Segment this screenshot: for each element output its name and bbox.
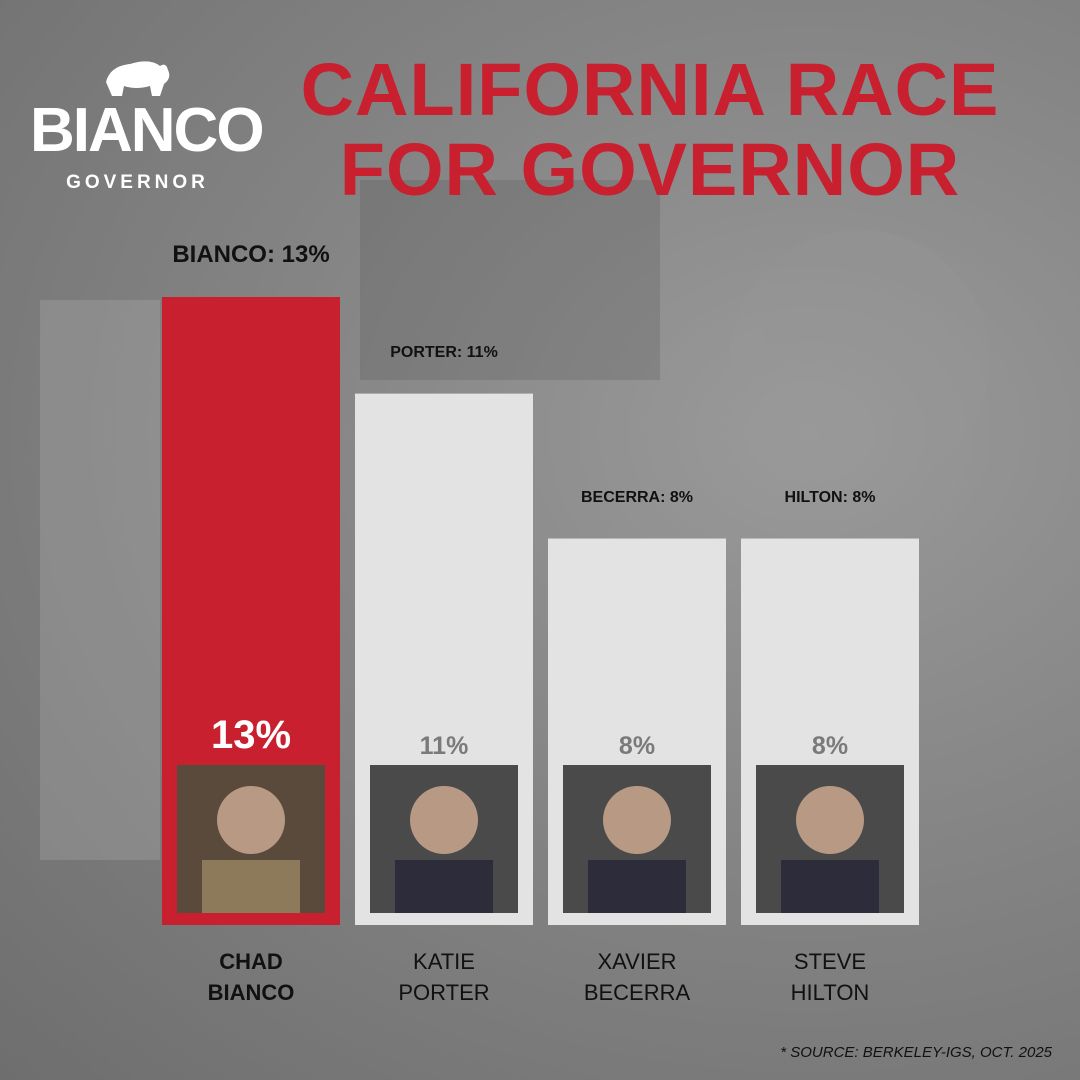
value-label: 13% — [210, 713, 292, 757]
background-flag — [40, 180, 990, 860]
photo-body — [202, 860, 300, 913]
category-label: CHAD BIANCO — [207, 949, 295, 1005]
category-label: STEVE HILTON — [790, 949, 870, 1005]
top-label: BECERRA: 8% — [580, 488, 693, 506]
photo-head — [410, 786, 478, 854]
top-label: BIANCO: 13% — [172, 241, 330, 268]
photo-head — [217, 786, 285, 854]
bear-icon — [106, 61, 170, 96]
photo-body — [395, 860, 493, 913]
logo-name: BIANCO — [30, 96, 265, 165]
photo-head — [603, 786, 671, 854]
logo-subtitle: GOVERNOR — [66, 172, 209, 193]
category-label: KATIE PORTER — [398, 949, 490, 1005]
chart-title: CALIFORNIA RACE FOR GOVERNOR — [300, 48, 1000, 211]
value-label: 11% — [419, 732, 469, 760]
source-note: * SOURCE: BERKELEY-IGS, OCT. 2025 — [780, 1044, 1052, 1061]
value-label: 8% — [811, 732, 849, 760]
category-label: XAVIER BECERRA — [583, 949, 691, 1005]
photo-body — [588, 860, 686, 913]
photo-body — [781, 860, 879, 913]
value-label: 8% — [618, 732, 656, 760]
photo-head — [796, 786, 864, 854]
top-label: HILTON: 8% — [784, 488, 876, 506]
top-label: PORTER: 11% — [390, 343, 498, 361]
